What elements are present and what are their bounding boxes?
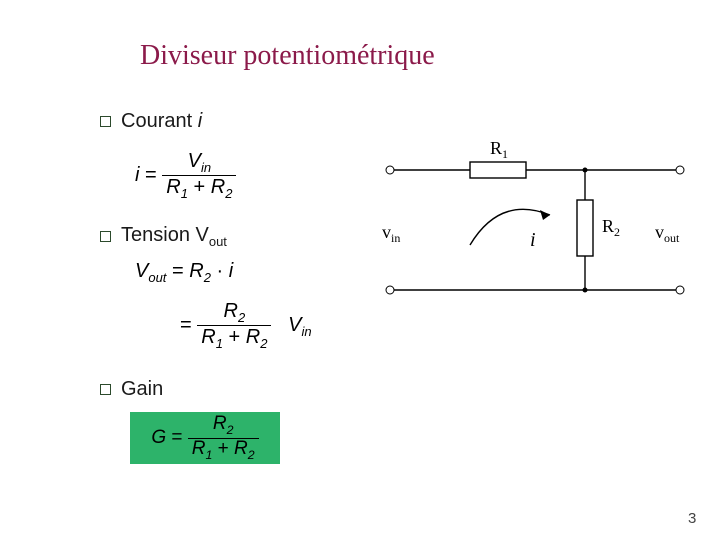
- bullet-marker: [100, 116, 111, 127]
- equation-i: i = Vin R1 + R2: [135, 150, 236, 202]
- slide-title: Diviseur potentiométrique: [140, 40, 435, 72]
- bullet-courant: Courant i: [100, 110, 202, 133]
- equation-vout-line1: Vout = R2 · i: [135, 260, 233, 285]
- page-number: 3: [688, 510, 696, 527]
- svg-text:R1: R1: [490, 140, 508, 161]
- bullet-marker: [100, 384, 111, 395]
- bullet-label: Tension Vout: [121, 224, 227, 249]
- svg-text:i: i: [530, 229, 536, 251]
- bullet-label: Gain: [121, 378, 163, 401]
- bullet-label: Courant i: [121, 110, 202, 133]
- bullet-marker: [100, 231, 111, 242]
- equation-vout-line2: = R2 R1 + R2 Vin: [180, 300, 312, 352]
- equation-gain-box: G = R2 R1 + R2: [130, 412, 280, 464]
- circuit-diagram: R1 R2 vin vout i: [380, 140, 690, 310]
- bullet-tension: Tension Vout: [100, 224, 227, 249]
- svg-text:vout: vout: [655, 222, 680, 245]
- svg-text:vin: vin: [382, 222, 400, 245]
- svg-text:R2: R2: [602, 216, 620, 239]
- bullet-gain: Gain: [100, 378, 163, 401]
